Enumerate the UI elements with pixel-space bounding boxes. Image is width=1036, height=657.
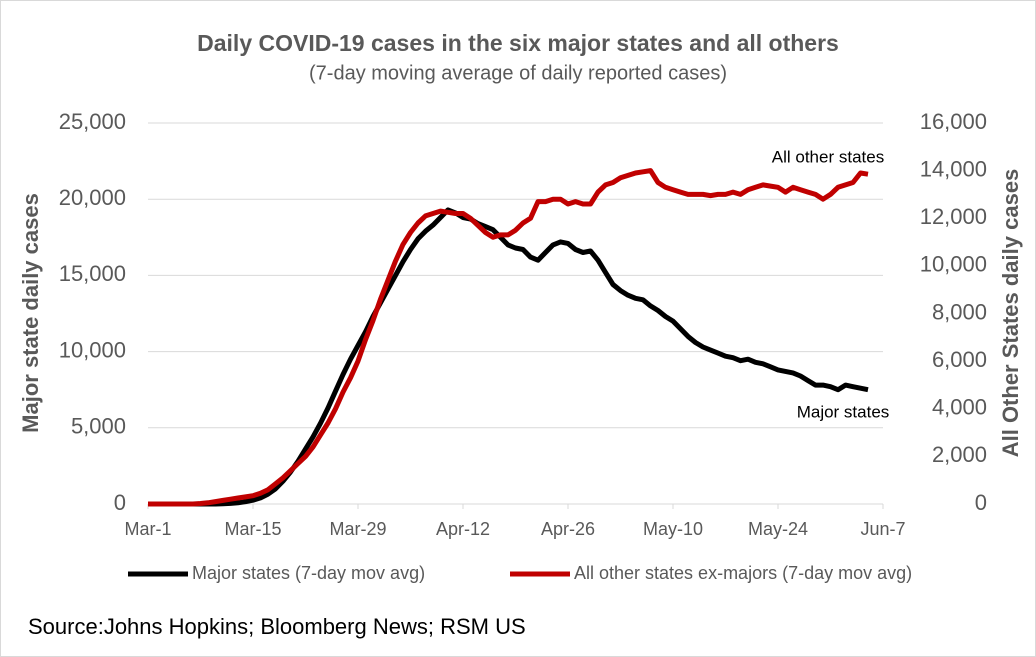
y-axis-label: Major state daily cases: [18, 193, 43, 433]
x-tick-label: May-24: [748, 519, 808, 539]
y-tick-label: 10,000: [59, 337, 126, 362]
y2-tick-label: 4,000: [932, 395, 987, 420]
annotation: Major states: [797, 402, 890, 421]
legend-label: All other states ex-majors (7-day mov av…: [574, 563, 912, 583]
y-tick-label: 0: [114, 490, 126, 515]
y-tick-label: 20,000: [59, 185, 126, 210]
y2-tick-label: 14,000: [920, 156, 987, 181]
y2-tick-label: 12,000: [920, 204, 987, 229]
y2-tick-label: 10,000: [920, 252, 987, 277]
annotation: All other states: [772, 147, 884, 166]
y2-tick-label: 2,000: [932, 442, 987, 467]
source: Source:Johns Hopkins; Bloomberg News; RS…: [28, 614, 526, 639]
x-tick-label: May-10: [643, 519, 703, 539]
y-tick-label: 25,000: [59, 109, 126, 134]
series-line: [148, 207, 869, 507]
y2-axis-label: All Other States daily cases: [998, 169, 1023, 458]
chart-title: Daily COVID-19 cases in the six major st…: [197, 30, 839, 56]
series-line: [148, 168, 869, 507]
legend-label: Major states (7-day mov avg): [192, 563, 425, 583]
x-tick-label: Jun-7: [860, 519, 905, 539]
y2-tick-label: 8,000: [932, 299, 987, 324]
y2-tick-label: 6,000: [932, 347, 987, 372]
x-tick-label: Mar-1: [124, 519, 171, 539]
y-tick-label: 5,000: [71, 414, 126, 439]
chart-subtitle: (7-day moving average of daily reported …: [309, 62, 727, 84]
x-tick-label: Mar-29: [329, 519, 386, 539]
y2-tick-label: 0: [975, 490, 987, 515]
y-tick-label: 15,000: [59, 261, 126, 286]
y2-tick-label: 16,000: [920, 109, 987, 134]
x-tick-label: Apr-12: [436, 519, 490, 539]
x-tick-label: Mar-15: [224, 519, 281, 539]
x-tick-label: Apr-26: [541, 519, 595, 539]
